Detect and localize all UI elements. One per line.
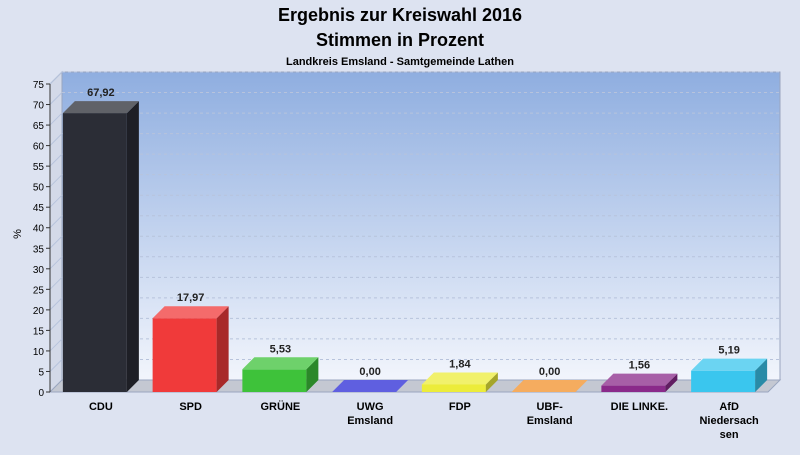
y-axis: 0 5 10 15 20 25 30 35 40 45 50 55 60 65 70 75 (33, 80, 51, 399)
category-label-line: UWG (357, 401, 384, 413)
gridline-side (49, 276, 63, 290)
category-label-line: sen (720, 429, 739, 441)
bar: 1,56 (601, 360, 678, 392)
category-label: CDU (89, 401, 113, 413)
category-label-line: GRÜNE (261, 400, 301, 413)
category-label-line: AfD (719, 401, 739, 413)
bar-top (332, 380, 409, 392)
category-label: SPD (179, 401, 202, 413)
y-tick-label: 60 (33, 142, 45, 153)
y-tick-label: 25 (33, 285, 45, 296)
gridline-side (49, 256, 63, 270)
bar-value-label: 0,00 (539, 366, 560, 378)
bar-value-label: 5,53 (270, 343, 291, 355)
category-label: UBF- Emsland (527, 401, 573, 427)
bars: 67,92 17,97 5,53 0,00 1,84 0,00 1,56 5,19 (62, 87, 768, 393)
y-tick-label: 40 (33, 224, 45, 235)
gridline-side (49, 215, 63, 229)
bar-top (691, 358, 768, 371)
category-label-line: Emsland (347, 415, 393, 427)
bar-value-label: 1,56 (629, 360, 650, 372)
bar-top (601, 373, 678, 386)
bar-top (62, 101, 139, 114)
category-label-line: Emsland (527, 415, 573, 427)
bar-front (242, 369, 307, 392)
y-tick-label: 55 (33, 162, 45, 173)
gridline-side (49, 359, 63, 372)
y-tick-label: 35 (33, 244, 45, 255)
bar-front (62, 113, 127, 393)
bar-side (216, 306, 229, 392)
category-label-line: FDP (449, 401, 471, 413)
gridline-side (49, 297, 63, 311)
bar-top (152, 306, 229, 319)
category-label-line: UBF- (536, 401, 563, 413)
bar-value-label: 1,84 (449, 358, 471, 370)
bar-front (601, 385, 666, 392)
bar-top (511, 380, 588, 392)
chart-subtitle: Landkreis Emsland - Samtgemeinde Lathen (286, 56, 514, 68)
bar: 0,00 (332, 366, 409, 392)
gridline-side (49, 133, 63, 146)
bar: 0,00 (511, 366, 588, 392)
bar-value-label: 17,97 (177, 292, 205, 304)
category-label: UWG Emsland (347, 401, 393, 427)
bar-value-label: 0,00 (359, 366, 380, 378)
category-label-line: Niedersach (699, 415, 759, 427)
y-tick-label: 75 (33, 80, 45, 91)
bar: 67,92 (62, 87, 139, 393)
y-tick-label: 10 (33, 347, 45, 358)
bar-side (755, 358, 768, 392)
y-tick-label: 30 (33, 265, 45, 276)
gridline-side (49, 71, 63, 85)
gridline-side (49, 194, 63, 208)
y-tick-label: 50 (33, 183, 45, 194)
gridline-side (49, 318, 63, 331)
x-axis: CDU SPD GRÜNE UWG Emsland FDP UBF- Emsland DIE L… (89, 400, 759, 441)
y-tick-label: 15 (33, 326, 45, 337)
gridline-side (49, 174, 63, 188)
category-label-line: DIE LINKE. (611, 401, 668, 413)
category-label-line: CDU (89, 401, 113, 413)
bar-front (152, 318, 217, 392)
y-tick-label: 45 (33, 203, 45, 214)
y-tick-label: 5 (38, 367, 44, 378)
gridline-side (49, 92, 63, 105)
y-tick-label: 20 (33, 306, 45, 317)
y-axis-label: % (12, 229, 24, 239)
bar: 1,84 (421, 358, 498, 392)
bar-value-label: 5,19 (718, 345, 739, 357)
y-tick-label: 0 (38, 388, 44, 399)
category-label: DIE LINKE. (611, 401, 668, 413)
gridline-side (49, 112, 63, 126)
chart-title-line2: Stimmen in Prozent (316, 30, 484, 50)
bar-side (126, 101, 139, 393)
bar-side (665, 373, 678, 392)
y-tick-label: 70 (33, 101, 45, 112)
plot-side-wall (49, 70, 63, 394)
bar-value-label: 67,92 (87, 87, 115, 99)
gridline-side (49, 235, 63, 249)
category-label: AfD Niedersach sen (699, 401, 759, 441)
bar: 17,97 (152, 292, 229, 392)
bar: 5,53 (242, 343, 319, 392)
bar-front (421, 384, 486, 392)
category-label: FDP (449, 401, 471, 413)
bar-front (691, 370, 756, 392)
bar-top (421, 372, 498, 385)
bar-top (242, 357, 319, 370)
category-label-line: SPD (179, 401, 202, 413)
chart-title: Ergebnis zur Kreiswahl 2016 (278, 5, 522, 25)
gridline-side (49, 338, 63, 352)
bar: 5,19 (691, 345, 768, 392)
gridline-side (49, 153, 63, 167)
y-tick-label: 65 (33, 121, 45, 132)
category-label: GRÜNE (261, 400, 301, 413)
bar-side (485, 372, 498, 392)
bar-side (306, 357, 319, 392)
